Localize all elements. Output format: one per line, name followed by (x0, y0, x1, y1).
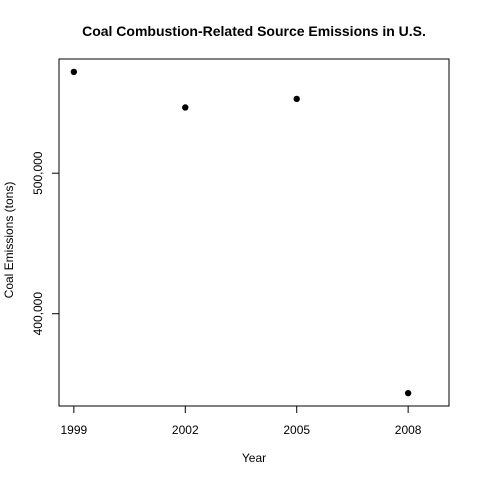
y-tick-label: 500,000 (31, 151, 45, 195)
x-tick-label: 2002 (172, 423, 199, 437)
data-points (70, 68, 412, 397)
data-point (404, 389, 412, 397)
x-axis: 1999 2002 2005 2008 (61, 405, 435, 437)
x-tick-label: 2008 (395, 423, 422, 437)
y-axis: 400,000 500,000 (31, 151, 60, 336)
data-point (70, 68, 78, 76)
y-axis-label: Coal Emissions (tons) (2, 182, 16, 299)
chart-title: Coal Combustion-Related Source Emissions… (82, 23, 426, 39)
x-tick-label: 2005 (283, 423, 310, 437)
x-axis-label: Year (242, 451, 266, 465)
x-tick-label: 1999 (61, 423, 88, 437)
y-tick-label: 400,000 (31, 292, 45, 336)
data-point (293, 95, 300, 103)
plot-frame (58, 58, 450, 407)
data-point (182, 104, 189, 111)
